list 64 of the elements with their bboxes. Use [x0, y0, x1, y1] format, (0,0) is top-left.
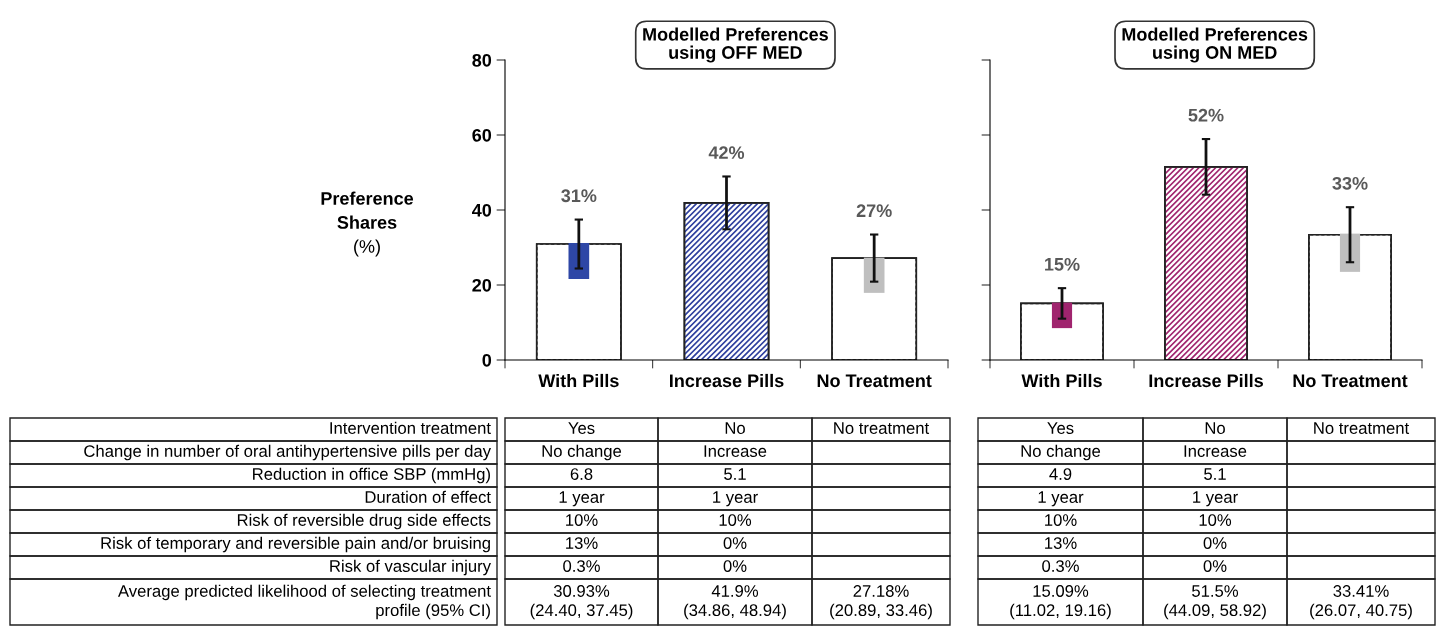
- data-label: 33%: [1332, 176, 1368, 190]
- text: Increase: [1184, 445, 1247, 457]
- text: 30.93% (24.40, 37.45): [530, 585, 633, 620]
- text: No: [725, 422, 745, 434]
- y-axis-title: Preference Shares (%): [321, 191, 414, 257]
- data-label: 15%: [1045, 257, 1080, 271]
- y-tick-label: 40: [472, 203, 492, 217]
- text: 1 year: [713, 491, 758, 507]
- text: 51.5% (44.09, 58.92): [1164, 585, 1266, 620]
- x-tick-label: No Treatment: [1293, 374, 1408, 388]
- y-tick-label: 20: [472, 278, 492, 292]
- chart-title: Modelled Preferences using OFF MED: [643, 27, 828, 63]
- data-label: 31%: [561, 189, 597, 203]
- text: 1 year: [1193, 491, 1238, 507]
- text: 10%: [1199, 514, 1232, 526]
- text: 0%: [1203, 537, 1227, 549]
- text: Average predicted likelihood of selecting treatment profile (95% CI): [117, 584, 491, 620]
- chart-title: Modelled Preferences using ON MED: [1122, 27, 1308, 63]
- text: 5.1: [1204, 468, 1226, 480]
- x-tick-label: With Pills: [538, 373, 619, 388]
- text: Increase: [704, 445, 767, 457]
- x-tick-label: Increase Pills: [670, 373, 784, 388]
- text: Yes: [568, 422, 595, 434]
- text: 4.9: [1049, 468, 1072, 480]
- text: 15.09% (11.02, 19.16): [1010, 585, 1111, 620]
- y-tick-label: 60: [472, 128, 492, 142]
- text: 5.1: [724, 468, 746, 480]
- text: Risk of reversible drug side effects: [237, 513, 491, 530]
- data-label: 42%: [708, 146, 745, 159]
- text: 6.8: [570, 468, 593, 480]
- text: No change: [1021, 444, 1101, 461]
- x-tick-label: With Pills: [1021, 373, 1102, 388]
- data-label: 27%: [856, 204, 892, 218]
- text: Intervention treatment: [330, 421, 491, 434]
- text: No: [1205, 422, 1225, 434]
- text: Risk of vascular injury: [330, 559, 491, 576]
- text: 0%: [723, 560, 747, 572]
- x-tick-label: No Treatment: [817, 374, 932, 388]
- text: 0%: [1203, 560, 1227, 572]
- text: No treatment: [834, 422, 930, 434]
- text: 13%: [566, 537, 598, 549]
- text: 0.3%: [1042, 560, 1079, 572]
- y-tick-label: 80: [472, 53, 492, 67]
- text: Change in number of oral antihypertensive pills per day: [84, 444, 491, 461]
- text: No treatment: [1314, 422, 1410, 434]
- text: 10%: [566, 514, 598, 526]
- text: 33.41% (26.07, 40.75): [1310, 585, 1412, 620]
- text: 10%: [1045, 514, 1077, 526]
- text: Yes: [1047, 422, 1074, 434]
- y-tick-label: 0: [482, 353, 492, 367]
- text: 10%: [719, 514, 752, 526]
- x-tick-label: Increase Pills: [1149, 373, 1263, 388]
- text: 27.18% (20.89, 33.46): [830, 585, 932, 620]
- text: Risk of temporary and reversible pain and/or bruising: [101, 536, 490, 553]
- text: 0%: [723, 537, 747, 549]
- data-label: 52%: [1188, 108, 1224, 122]
- text: 0.3%: [563, 560, 600, 572]
- text: 1 year: [559, 491, 605, 507]
- text: 13%: [1045, 537, 1077, 549]
- text: Reduction in office SBP (mmHg): [253, 467, 490, 484]
- text: 1 year: [1038, 491, 1084, 507]
- text: No change: [542, 444, 622, 461]
- text: 41.9% (34.86, 48.94): [684, 585, 786, 620]
- text: Duration of effect: [365, 490, 491, 503]
